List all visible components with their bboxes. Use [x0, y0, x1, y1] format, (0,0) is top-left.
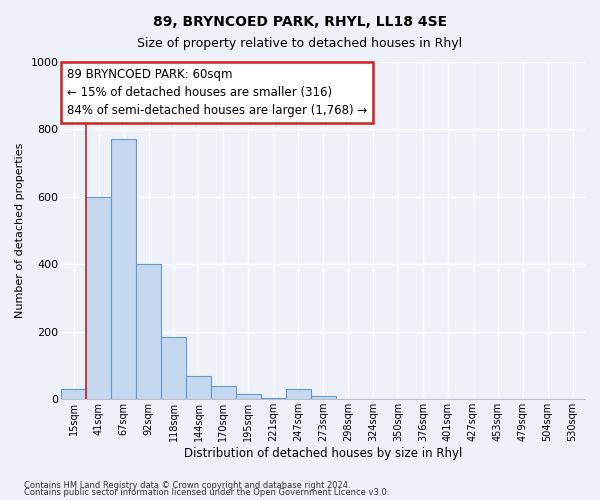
Bar	[211, 386, 236, 400]
Text: Contains public sector information licensed under the Open Government Licence v3: Contains public sector information licen…	[24, 488, 389, 497]
Bar	[236, 394, 261, 400]
Text: 89 BRYNCOED PARK: 60sqm
← 15% of detached houses are smaller (316)
84% of semi-d: 89 BRYNCOED PARK: 60sqm ← 15% of detache…	[67, 68, 367, 117]
Bar	[286, 389, 311, 400]
Bar	[111, 139, 136, 400]
Y-axis label: Number of detached properties: Number of detached properties	[15, 142, 25, 318]
Bar	[311, 396, 335, 400]
Bar	[261, 398, 286, 400]
Bar	[61, 389, 86, 400]
Text: Contains HM Land Registry data © Crown copyright and database right 2024.: Contains HM Land Registry data © Crown c…	[24, 480, 350, 490]
Bar	[86, 196, 111, 400]
Bar	[186, 376, 211, 400]
X-axis label: Distribution of detached houses by size in Rhyl: Distribution of detached houses by size …	[184, 447, 463, 460]
Text: 89, BRYNCOED PARK, RHYL, LL18 4SE: 89, BRYNCOED PARK, RHYL, LL18 4SE	[153, 15, 447, 29]
Text: Size of property relative to detached houses in Rhyl: Size of property relative to detached ho…	[137, 38, 463, 51]
Bar	[161, 337, 186, 400]
Bar	[136, 264, 161, 400]
